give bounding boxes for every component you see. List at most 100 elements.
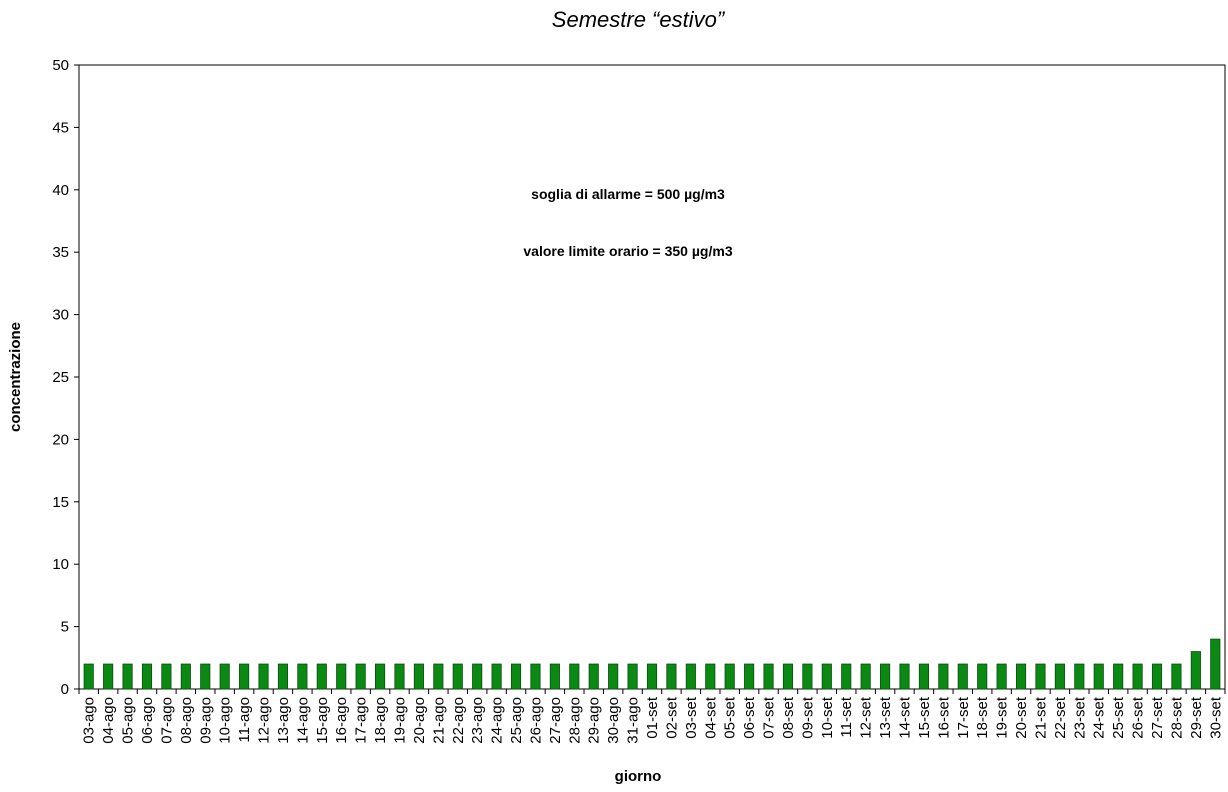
bar xyxy=(1035,663,1046,690)
y-tick-label: 40 xyxy=(52,182,69,199)
x-tick-label: 29-ago xyxy=(586,697,603,744)
x-tick-label: 19-set xyxy=(994,696,1011,739)
y-tick-label: 20 xyxy=(52,431,69,448)
bar xyxy=(666,663,677,690)
x-tick-label: 23-set xyxy=(1071,696,1088,739)
bar xyxy=(608,663,619,690)
bar xyxy=(841,663,852,690)
bar xyxy=(569,663,580,690)
bar xyxy=(977,663,988,690)
bar xyxy=(996,663,1007,690)
x-tick-label: 10-ago xyxy=(217,697,234,744)
plot-area xyxy=(78,64,1226,690)
x-tick-label: 05-ago xyxy=(120,697,137,744)
bar xyxy=(880,663,891,690)
bar xyxy=(316,663,327,690)
bar xyxy=(627,663,638,690)
x-tick-label: 12-ago xyxy=(256,697,273,744)
x-tick-label: 12-set xyxy=(858,696,875,739)
y-tick-label: 5 xyxy=(61,619,69,636)
bar xyxy=(258,663,269,690)
x-tick-label: 11-ago xyxy=(236,697,253,743)
bar xyxy=(1015,663,1027,690)
x-tick-label: 05-set xyxy=(722,696,739,739)
bar xyxy=(433,663,444,690)
bar xyxy=(122,663,133,690)
x-tick-label: 04-ago xyxy=(100,697,117,744)
x-tick-label: 22-ago xyxy=(450,697,467,744)
bar xyxy=(1151,663,1163,690)
bar xyxy=(938,663,949,690)
bar xyxy=(1210,638,1221,690)
x-tick-label: 15-set xyxy=(916,696,933,739)
plot-border xyxy=(78,64,1226,690)
x-tick-label: 28-set xyxy=(1168,696,1185,739)
x-tick-label: 24-set xyxy=(1091,696,1108,739)
bar xyxy=(899,663,910,690)
x-tick-label: 06-set xyxy=(741,696,758,739)
x-tick-label: 07-ago xyxy=(158,697,175,744)
x-tick-label: 26-set xyxy=(1130,696,1147,739)
y-tick-label: 25 xyxy=(52,369,69,386)
x-tick-label: 24-ago xyxy=(489,697,506,744)
x-tick-label: 13-ago xyxy=(275,697,292,744)
x-tick-label: 27-set xyxy=(1149,696,1166,739)
bar xyxy=(161,663,172,690)
bar xyxy=(510,663,522,690)
bar xyxy=(1190,651,1201,690)
x-axis: 03-ago 04-ago 05-ago 06-ago 07-ago 08-ago 09-a… xyxy=(78,689,1226,744)
bar xyxy=(83,663,94,690)
bar xyxy=(957,663,968,690)
x-tick-label: 14-ago xyxy=(294,697,311,744)
chart-title: Semestre “estivo” xyxy=(552,7,726,32)
bar xyxy=(821,663,832,690)
x-tick-label: 01-set xyxy=(644,696,661,739)
x-tick-label: 27-ago xyxy=(547,697,564,744)
x-tick-label: 18-ago xyxy=(372,697,389,744)
bar xyxy=(530,663,541,690)
bar xyxy=(219,663,230,690)
x-tick-label: 19-ago xyxy=(391,697,408,744)
bar xyxy=(375,663,386,690)
bar xyxy=(355,663,366,690)
bar xyxy=(239,663,250,690)
y-tick-label: 30 xyxy=(52,307,69,324)
bar xyxy=(1054,663,1065,690)
x-tick-label: 13-set xyxy=(877,696,894,739)
y-axis-title: concentrazione xyxy=(7,322,24,432)
y-tick-label: 50 xyxy=(52,57,69,74)
bar xyxy=(744,663,755,690)
bar xyxy=(180,663,191,690)
x-tick-label: 11-set xyxy=(838,696,855,737)
x-tick-label: 25-set xyxy=(1110,696,1127,739)
x-tick-label: 20-ago xyxy=(411,697,428,744)
x-tick-label: 26-ago xyxy=(527,697,544,744)
bar xyxy=(452,663,463,690)
x-tick-label: 18-set xyxy=(974,696,991,739)
x-tick-label: 16-ago xyxy=(333,697,350,744)
x-tick-label: 16-set xyxy=(935,696,952,739)
y-tick-label: 45 xyxy=(52,119,69,136)
bar xyxy=(646,663,658,690)
y-tick-label: 0 xyxy=(61,681,69,698)
annotation-alarm-threshold: soglia di allarme = 500 µg/m3 xyxy=(531,186,725,202)
x-tick-label: 29-set xyxy=(1188,696,1205,739)
bar xyxy=(491,663,502,690)
x-tick-label: 15-ago xyxy=(314,697,331,744)
x-tick-label: 25-ago xyxy=(508,697,525,744)
bar xyxy=(549,663,560,690)
x-tick-label: 04-set xyxy=(702,696,719,739)
bar xyxy=(277,663,289,690)
bar xyxy=(1113,663,1124,690)
x-tick-label: 06-ago xyxy=(139,697,156,744)
x-tick-label: 17-ago xyxy=(353,697,370,744)
x-tick-label: 21-ago xyxy=(430,697,447,744)
x-tick-label: 09-set xyxy=(799,696,816,739)
bar xyxy=(472,663,483,690)
bar xyxy=(413,663,424,690)
y-axis: 0 5 10 15 20 25 30 35 40 45 50 xyxy=(52,57,79,698)
bar xyxy=(141,663,153,690)
bar xyxy=(297,663,308,690)
y-tick-label: 15 xyxy=(52,494,69,511)
